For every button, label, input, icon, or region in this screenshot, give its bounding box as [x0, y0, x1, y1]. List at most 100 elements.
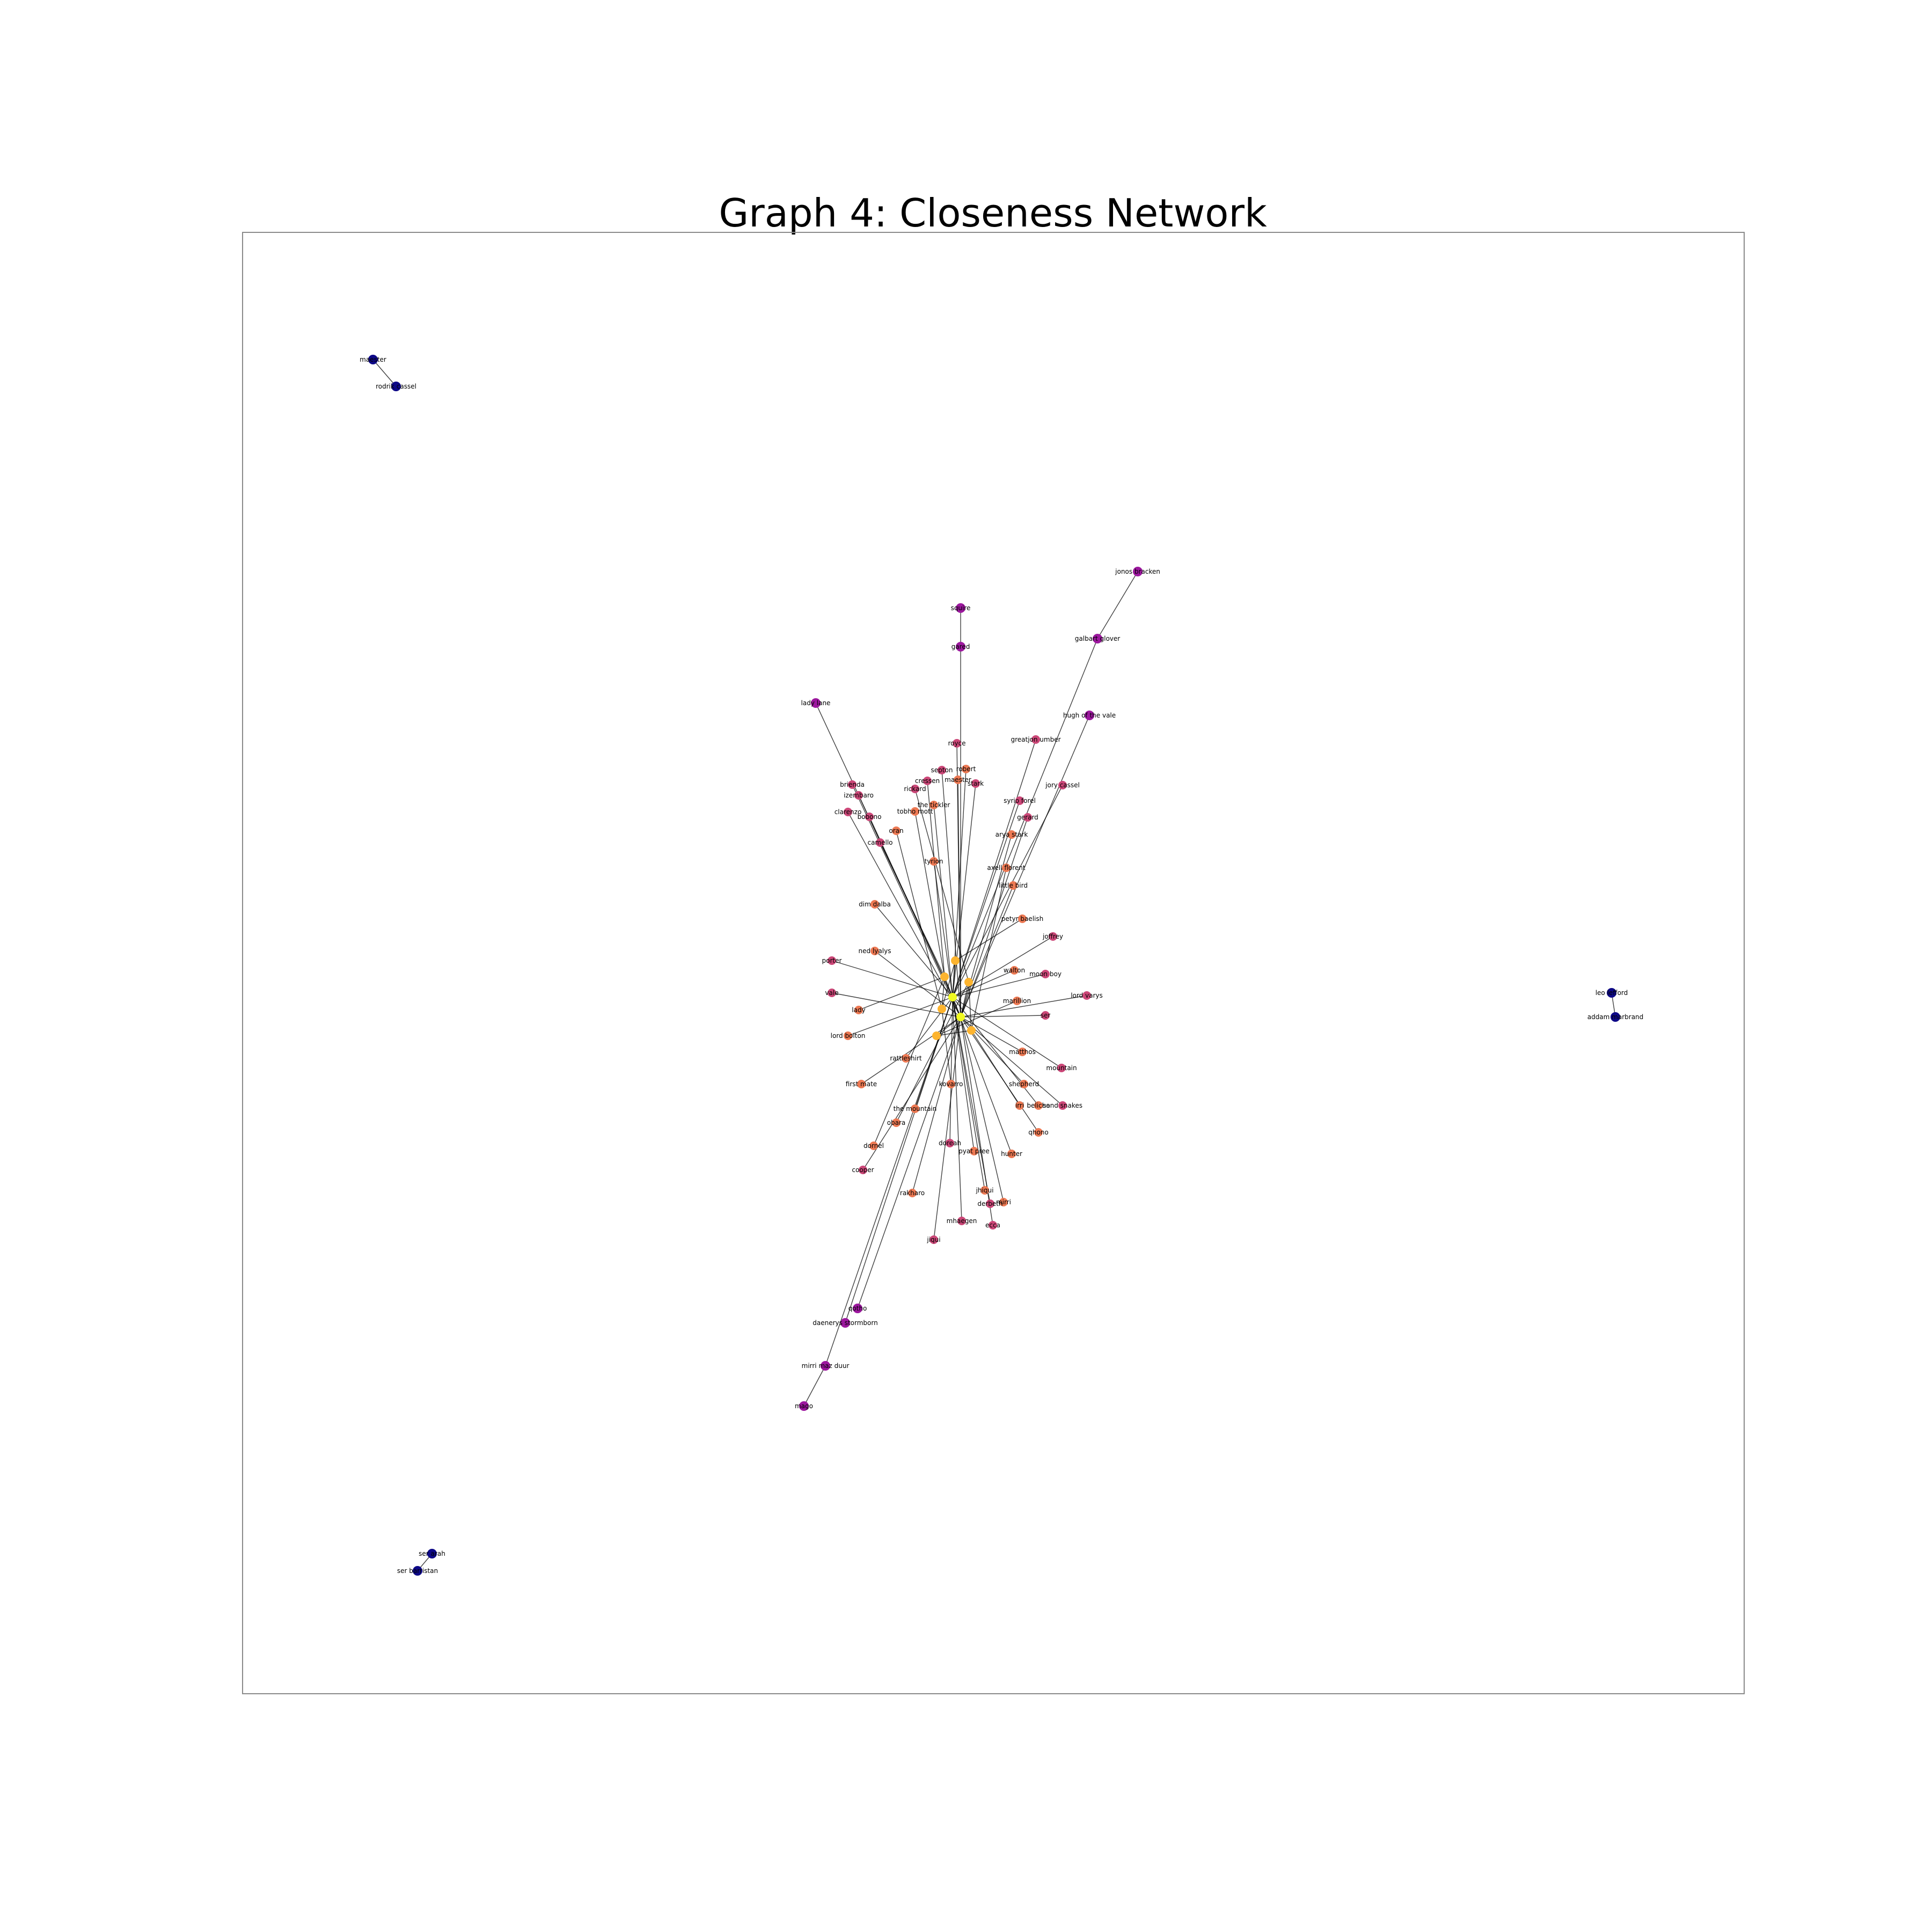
node-qhono [1034, 1128, 1043, 1137]
node-c6 [967, 1026, 976, 1035]
node-moonboy [1041, 970, 1050, 978]
node-label-stark: stark [968, 780, 984, 787]
graph-frame [242, 232, 1745, 1694]
node-label-gerard: gerard [1017, 814, 1038, 821]
edge-oran-c5 [896, 830, 942, 1009]
node-label-brienda: brienda [840, 781, 865, 788]
node-ladylane [811, 698, 821, 708]
node-label-moonboy: moon boy [1029, 970, 1062, 978]
node-gared [956, 642, 965, 652]
node-cressen [923, 777, 932, 785]
edge-tickler-c1 [933, 804, 953, 998]
node-varys [1082, 991, 1091, 1000]
node-oran [892, 826, 901, 835]
edge-dim-c1 [874, 904, 953, 998]
edge-themountain-c1 [914, 997, 953, 1109]
node-label-cressen: cressen [915, 777, 940, 785]
node-ned [870, 947, 879, 955]
edge-c4-c6 [968, 982, 972, 1031]
node-royce [953, 739, 961, 748]
node-rakharo [908, 1189, 917, 1197]
node-label-hunter: hunter [1001, 1150, 1022, 1158]
node-label-squire: squire [951, 604, 971, 612]
node-porter [828, 956, 836, 965]
node-rodrik [391, 382, 401, 391]
node-label-arya: arya stark [996, 831, 1028, 838]
node-label-jiqui: jiqui [926, 1236, 940, 1243]
node-label-serarah: ser arah [419, 1550, 445, 1557]
node-sand [1058, 1101, 1067, 1110]
edge-moonboy-c1 [952, 974, 1046, 998]
edge-pyatpree-c1 [952, 997, 975, 1152]
node-label-belicho: belicho [1027, 1102, 1050, 1109]
node-label-ser: ser [1041, 1012, 1051, 1019]
node-label-cooper: cooper [852, 1166, 874, 1174]
node-littlebird [1009, 881, 1018, 890]
edge-jiqui-c2 [933, 1016, 961, 1240]
node-label-joffrey: joffrey [1042, 933, 1063, 940]
edge-qotho-c2 [857, 1016, 961, 1309]
node-label-jory: jory cassel [1045, 781, 1080, 789]
node-c4 [964, 978, 973, 986]
node-firstmate [857, 1080, 866, 1088]
node-leo [1607, 988, 1616, 998]
node-dim [870, 900, 879, 909]
node-jonos [1133, 567, 1143, 576]
edge-camello-c3 [880, 842, 945, 977]
node-irri [1015, 1101, 1024, 1110]
edge-dornel-c3 [873, 976, 945, 1146]
node-maester [368, 355, 378, 364]
node-petyr [1018, 914, 1027, 923]
node-derbeth [986, 1199, 994, 1208]
node-arya [1007, 830, 1016, 839]
node-tickler [930, 801, 938, 809]
node-maester2 [954, 775, 962, 784]
node-greatjon [1031, 735, 1040, 744]
node-label-kovarro: kovarro [939, 1080, 963, 1088]
node-marillion [1013, 997, 1021, 1005]
node-label-jonos: jonos bracken [1115, 568, 1160, 575]
edge-c5-c7 [941, 960, 956, 1009]
node-addam [1611, 1012, 1620, 1022]
node-mhaegen [957, 1217, 966, 1225]
edge-arya-c2 [960, 834, 1012, 1018]
node-label-littlebird: little bird [999, 882, 1028, 889]
node-label-matthos: matthos [1009, 1048, 1036, 1056]
node-label-marillion: marillion [1003, 997, 1031, 1005]
node-miri [821, 1361, 830, 1371]
edge-c2-c4 [960, 982, 969, 1018]
node-jhiqui [980, 1186, 989, 1195]
node-squire [956, 603, 965, 613]
node-label-themountain: the mountain [894, 1105, 937, 1113]
node-hunter [1007, 1150, 1016, 1158]
node-axell [1002, 863, 1011, 872]
node-label-addam: addam marbrand [1587, 1013, 1644, 1021]
edge-miri-c1 [825, 997, 953, 1366]
node-mago [799, 1401, 809, 1411]
node-jiqui [930, 1235, 938, 1244]
node-label-tickler: the tickler [918, 801, 950, 809]
edge-hugh-c2 [960, 715, 1090, 1018]
edge-varys-c2 [960, 995, 1087, 1018]
edge-jhiqui-c1 [952, 997, 985, 1191]
edge-rakharo-c2 [912, 1016, 961, 1194]
edge-mountain-c1 [952, 997, 1062, 1069]
node-vale [828, 989, 836, 997]
node-label-maester: maester [360, 356, 386, 363]
node-label-varys: lord varys [1071, 992, 1103, 999]
node-walton [1010, 966, 1019, 975]
edge-petyr-c7 [955, 918, 1023, 961]
node-septon [938, 766, 946, 774]
node-label-ecca: ecca [985, 1221, 1000, 1229]
node-label-shepherd: shepherd [1009, 1080, 1039, 1088]
edge-doreah-c1 [949, 997, 953, 1144]
node-label-pyatpree: pyat pree [958, 1147, 990, 1155]
node-label-galbart: galbart glover [1075, 635, 1121, 642]
edge-c3-c5 [941, 976, 945, 1009]
node-belicho [1034, 1101, 1043, 1110]
node-label-jhiqui: jhiqui [976, 1187, 994, 1194]
node-gerard [1023, 813, 1032, 822]
node-qotho [853, 1304, 862, 1313]
edge-jory-c1 [952, 785, 1063, 998]
node-label-ladylane: lady lane [801, 699, 831, 707]
